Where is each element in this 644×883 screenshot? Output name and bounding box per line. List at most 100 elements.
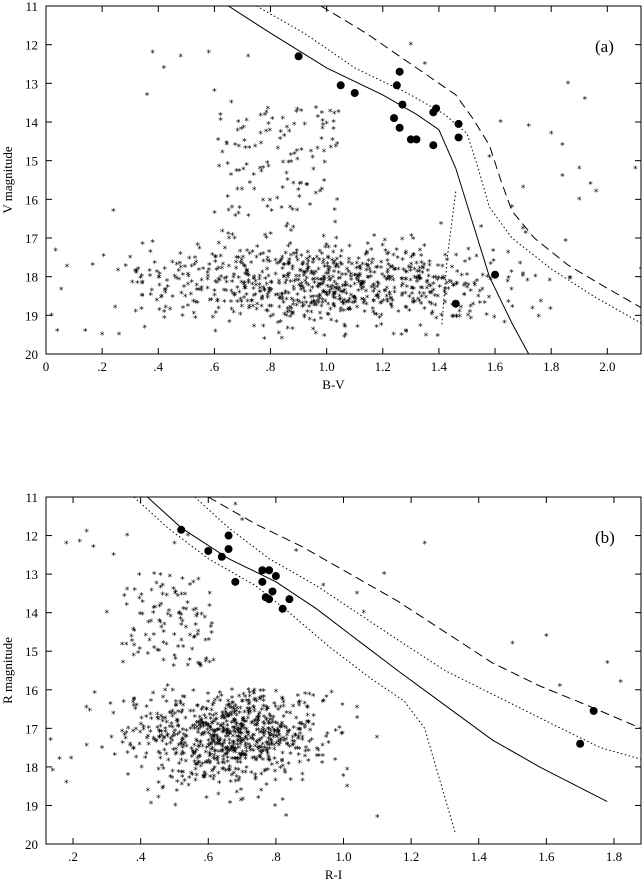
field-star-point: * — [427, 282, 432, 292]
field-star-point: * — [232, 706, 237, 716]
field-star-point: * — [347, 305, 352, 315]
field-star-point: * — [245, 268, 250, 278]
field-star-point: * — [410, 285, 415, 295]
field-star-point: * — [226, 733, 231, 743]
field-star-point: * — [252, 275, 257, 285]
field-star-point: * — [181, 769, 186, 779]
field-star-point: * — [247, 305, 252, 315]
field-star-point: * — [186, 782, 191, 792]
field-star-point: * — [230, 744, 235, 754]
field-star-point: * — [369, 284, 374, 294]
field-star-point: * — [309, 271, 314, 281]
field-star-point: * — [281, 763, 286, 773]
field-star-point: * — [300, 771, 305, 781]
field-star-point: * — [158, 619, 163, 629]
field-star-point: * — [148, 729, 153, 739]
field-star-point: * — [266, 739, 271, 749]
field-star-point: * — [277, 278, 282, 288]
field-star-point: * — [230, 745, 235, 755]
field-star-point: * — [330, 257, 335, 267]
field-star-point: * — [280, 720, 285, 730]
field-star-point: * — [266, 163, 271, 173]
field-star-point: * — [386, 267, 391, 277]
field-star-point: * — [194, 282, 199, 292]
field-star-point: * — [196, 727, 201, 737]
field-star-point: * — [452, 282, 457, 292]
field-star-point: * — [190, 263, 195, 273]
field-star-point: * — [145, 735, 150, 745]
field-star-point: * — [198, 714, 203, 724]
field-star-point: * — [180, 745, 185, 755]
y-tick-label: 16 — [25, 683, 39, 698]
field-star-point: * — [479, 223, 484, 233]
field-star-point: * — [53, 247, 58, 257]
field-star-point: * — [174, 275, 179, 285]
field-star-point: * — [194, 613, 199, 623]
field-star-point: * — [255, 301, 260, 311]
field-star-point: * — [369, 247, 374, 257]
field-star-point: * — [151, 609, 156, 619]
field-star-point: * — [192, 750, 197, 760]
field-star-point: * — [463, 258, 468, 268]
field-star-point: * — [264, 781, 269, 791]
field-star-point: * — [284, 296, 289, 306]
field-star-point: * — [269, 208, 274, 218]
field-star-point: * — [170, 708, 175, 718]
field-star-point: * — [250, 736, 255, 746]
field-star-point: * — [159, 713, 164, 723]
field-star-point: * — [259, 750, 264, 760]
field-star-point: * — [138, 729, 143, 739]
field-star-point: * — [333, 728, 338, 738]
field-star-point: * — [235, 741, 240, 751]
field-star-point: * — [134, 726, 139, 736]
field-star-point: * — [240, 717, 245, 727]
field-star-point: * — [214, 266, 219, 276]
field-star-point: * — [328, 306, 333, 316]
field-star-point: * — [420, 285, 425, 295]
isochrone-solid-line — [228, 6, 530, 354]
field-star-point: * — [415, 268, 420, 278]
field-star-point: * — [271, 720, 276, 730]
x-tick-label: 2.0 — [599, 359, 615, 374]
field-star-point: * — [341, 301, 346, 311]
field-star-point: * — [396, 309, 401, 319]
member-star-point — [429, 141, 438, 150]
field-star-point: * — [255, 244, 260, 254]
field-star-point: * — [359, 280, 364, 290]
field-star-point: * — [303, 278, 308, 288]
field-star-point: * — [137, 741, 142, 751]
field-star-point: * — [182, 731, 187, 741]
field-star-point: * — [157, 307, 162, 317]
field-star-point: * — [213, 328, 218, 338]
field-star-point: * — [354, 272, 359, 282]
field-star-point: * — [235, 756, 240, 766]
field-star-point: * — [384, 277, 389, 287]
field-star-point: * — [297, 751, 302, 761]
field-star-point: * — [298, 267, 303, 277]
field-star-point: * — [340, 730, 345, 740]
field-star-point: * — [262, 287, 267, 297]
field-star-point: * — [269, 287, 274, 297]
field-star-point: * — [480, 286, 485, 296]
field-star-point: * — [277, 330, 282, 340]
field-star-point: * — [361, 281, 366, 291]
field-star-point: * — [412, 266, 417, 276]
field-star-point: * — [249, 735, 254, 745]
field-star-point: * — [282, 311, 287, 321]
field-star-point: * — [316, 300, 321, 310]
field-star-point: * — [379, 300, 384, 310]
field-star-point: * — [303, 725, 308, 735]
field-star-point: * — [196, 744, 201, 754]
field-star-point: * — [247, 689, 252, 699]
field-star-point: * — [240, 260, 245, 270]
field-star-point: * — [366, 241, 371, 251]
field-star-point: * — [292, 287, 297, 297]
field-star-point: * — [233, 749, 238, 759]
field-star-point: * — [176, 769, 181, 779]
field-star-point: * — [243, 283, 248, 293]
field-star-point: * — [297, 299, 302, 309]
field-star-point: * — [292, 121, 297, 131]
field-star-point: * — [566, 80, 571, 90]
field-star-point: * — [247, 280, 252, 290]
field-star-point: * — [253, 278, 258, 288]
